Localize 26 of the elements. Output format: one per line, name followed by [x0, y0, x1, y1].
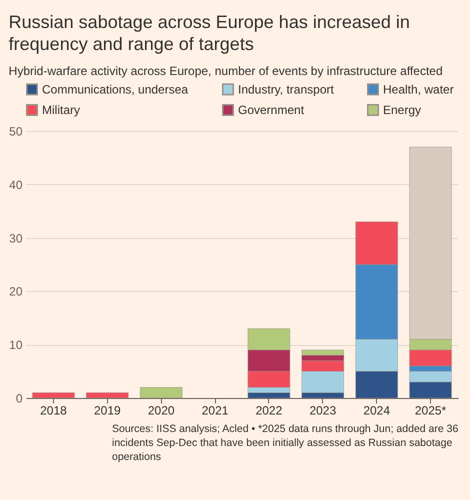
chart-title: Russian sabotage across Europe has increased in frequency and range of targets	[8, 12, 410, 54]
x-tick-label: 2025*	[414, 404, 447, 418]
legend-label: Communications, undersea	[42, 82, 188, 96]
legend-label: Military	[42, 103, 80, 117]
bar	[86, 392, 129, 398]
y-tick-label: 30	[9, 231, 23, 246]
bar	[32, 392, 75, 398]
y-tick-label: 10	[9, 338, 23, 352]
legend-label: Energy	[383, 103, 422, 117]
y-tick-label: 50	[9, 124, 23, 138]
x-tick-label: 2022	[256, 404, 283, 418]
legend-label: Government	[238, 103, 305, 117]
x-tick-label: 2023	[309, 404, 336, 418]
source-note: Sources: IISS analysis; Acled • *2025 data runs through Jun; added are 36 incidents Sep-Dec that have been initially assessed as Russian sabotage operations	[112, 422, 460, 465]
chart-subtitle: Hybrid-warfare activity across Europe, number of events by infrastructure affected	[8, 64, 443, 78]
x-tick-label: 2019	[94, 404, 122, 418]
x-tick-label: 2018	[40, 404, 68, 418]
legend-label: Health, water	[383, 82, 454, 96]
x-tick-label: 2024	[363, 404, 390, 418]
y-tick-label: 40	[9, 178, 23, 192]
y-tick-label: 20	[9, 284, 23, 299]
bar	[140, 387, 182, 398]
x-tick-label: 2021	[202, 404, 229, 418]
legend-label: Industry, transport	[238, 82, 334, 96]
x-tick-label: 2020	[148, 404, 175, 418]
y-tick-label: 0	[16, 392, 23, 406]
